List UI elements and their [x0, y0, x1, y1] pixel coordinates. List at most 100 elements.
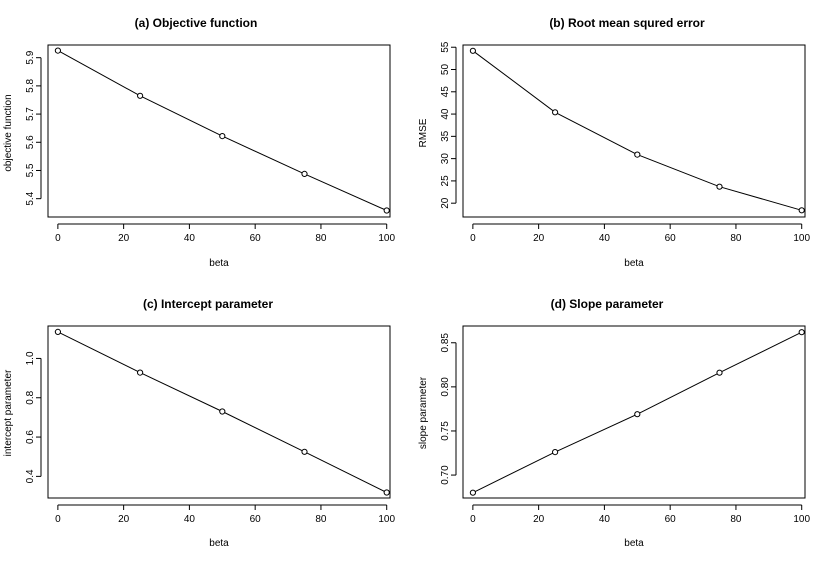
y-tick-label: 5.5	[25, 163, 36, 177]
x-tick-label: 40	[599, 514, 611, 525]
plot-frame	[47, 325, 391, 499]
y-tick-label: 0.6	[25, 430, 36, 444]
x-tick-label: 60	[250, 233, 262, 244]
panel-title: (d) Slope parameter	[551, 297, 664, 311]
y-tick-label: 0.4	[25, 469, 36, 483]
panel-slope-parameter: (d) Slope parameter beta slope parameter…	[418, 297, 810, 549]
x-axis: 0 20 40 60 80 100	[470, 504, 810, 525]
y-tick-label: 50	[440, 64, 451, 76]
plot-frame	[47, 44, 391, 218]
x-tick-label: 80	[315, 514, 327, 525]
data-point	[301, 170, 308, 177]
y-tick-label: 25	[440, 175, 451, 187]
data-point	[716, 369, 723, 376]
panel-title: (b) Root mean squred error	[549, 16, 705, 30]
panel-title: (c) Intercept parameter	[143, 297, 273, 311]
y-tick-label: 20	[440, 197, 451, 209]
data-point	[716, 183, 723, 190]
x-tick-label: 0	[470, 233, 476, 244]
data-point	[383, 207, 390, 214]
data-point	[383, 489, 390, 496]
y-tick-label: 0.80	[440, 377, 451, 397]
x-axis-label: beta	[624, 538, 644, 549]
data-point	[469, 47, 476, 54]
x-axis-label: beta	[209, 258, 229, 269]
panel-title: (a) Objective function	[135, 16, 258, 30]
y-axis: 5.4 5.5 5.6 5.7 5.8 5.9	[25, 50, 42, 206]
x-axis-label: beta	[624, 258, 644, 269]
y-tick-label: 0.85	[440, 333, 451, 353]
y-axis-label: slope parameter	[418, 376, 429, 449]
x-tick-label: 40	[184, 514, 196, 525]
x-axis-label: beta	[209, 538, 229, 549]
y-tick-label: 40	[440, 108, 451, 120]
data-point	[137, 92, 144, 99]
data-point	[469, 489, 476, 496]
y-tick-label: 55	[440, 41, 451, 53]
y-tick-label: 45	[440, 86, 451, 98]
x-tick-label: 0	[55, 233, 61, 244]
x-tick-label: 100	[378, 514, 395, 525]
y-tick-label: 1.0	[25, 351, 36, 365]
data-point	[634, 151, 641, 158]
y-axis-label: objective function	[3, 94, 14, 171]
data-point	[798, 329, 805, 336]
x-axis: 0 20 40 60 80 100	[55, 223, 395, 244]
x-tick-label: 20	[533, 233, 545, 244]
x-tick-label: 100	[793, 514, 810, 525]
x-tick-label: 60	[250, 514, 262, 525]
x-tick-label: 20	[118, 514, 130, 525]
x-tick-label: 60	[665, 233, 677, 244]
series-line	[57, 50, 387, 211]
data-point	[54, 47, 62, 54]
y-axis-label: intercept parameter	[3, 369, 14, 456]
data-point	[219, 133, 226, 140]
y-axis: 0.70 0.75 0.80 0.85	[440, 333, 457, 485]
y-tick-label: 5.6	[25, 135, 36, 149]
y-tick-label: 35	[440, 130, 451, 142]
x-tick-label: 80	[730, 514, 742, 525]
series-line	[472, 50, 802, 211]
x-tick-label: 0	[470, 514, 476, 525]
data-point	[219, 408, 226, 415]
y-tick-label: 0.70	[440, 465, 451, 485]
data-point	[552, 109, 559, 116]
data-point	[137, 369, 144, 376]
x-tick-label: 40	[599, 233, 611, 244]
plot-frame	[462, 44, 806, 218]
y-tick-label: 30	[440, 153, 451, 165]
panel-intercept-parameter: (c) Intercept parameter beta intercept p…	[3, 297, 395, 549]
x-tick-label: 80	[315, 233, 327, 244]
y-tick-label: 5.4	[25, 191, 36, 205]
data-point	[798, 207, 805, 214]
series	[469, 47, 805, 214]
x-tick-label: 80	[730, 233, 742, 244]
x-tick-label: 60	[665, 514, 677, 525]
x-tick-label: 0	[55, 514, 61, 525]
y-tick-label: 0.75	[440, 421, 451, 441]
plot-frame	[462, 325, 806, 499]
series	[54, 47, 390, 214]
x-tick-label: 100	[793, 233, 810, 244]
panel-objective-function: (a) Objective function beta objective fu…	[3, 16, 395, 269]
series	[469, 329, 805, 496]
y-axis-label: RMSE	[418, 118, 429, 147]
data-point	[301, 448, 308, 455]
y-axis: 20 25 30 35 40 45 50 55	[440, 41, 457, 209]
y-tick-label: 5.8	[25, 78, 36, 92]
y-tick-label: 0.8	[25, 390, 36, 404]
x-axis: 0 20 40 60 80 100	[55, 504, 395, 525]
data-point	[634, 411, 641, 418]
data-point	[552, 449, 559, 456]
y-axis: 0.4 0.6 0.8 1.0	[25, 351, 42, 483]
x-axis: 0 20 40 60 80 100	[470, 223, 810, 244]
y-tick-label: 5.7	[25, 107, 36, 121]
x-tick-label: 40	[184, 233, 196, 244]
data-point	[54, 328, 62, 335]
panel-rmse: (b) Root mean squred error beta RMSE 0 20…	[418, 16, 810, 269]
y-tick-label: 5.9	[25, 50, 36, 64]
x-tick-label: 20	[118, 233, 130, 244]
x-tick-label: 100	[378, 233, 395, 244]
series	[54, 328, 390, 496]
